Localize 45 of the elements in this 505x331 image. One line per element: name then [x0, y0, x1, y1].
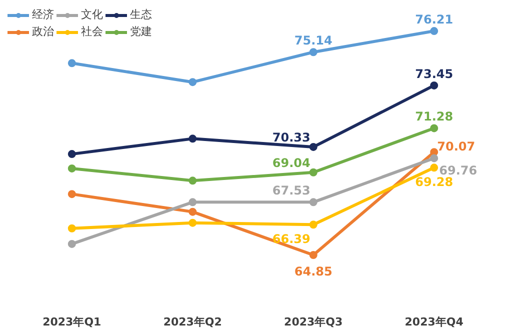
legend-label: 党建: [130, 24, 152, 39]
point: [309, 168, 318, 176]
legend-label: 经济: [32, 7, 54, 22]
point: [188, 218, 197, 227]
point: [68, 240, 76, 248]
x-tick-label: 2023年Q4: [404, 316, 464, 328]
data-label: 69.28: [415, 175, 454, 190]
x-tick-label: 2023年Q2: [163, 316, 222, 328]
legend-label: 生态: [130, 7, 152, 22]
point: [430, 27, 438, 36]
legend-label: 社会: [81, 24, 103, 39]
legend-label: 文化: [81, 7, 103, 22]
point: [309, 251, 318, 259]
point: [430, 81, 438, 90]
point: [188, 198, 197, 206]
x-tick-label: 2023年Q3: [284, 316, 343, 328]
x-tick-label: 2023年Q1: [42, 316, 102, 328]
point: [68, 164, 76, 172]
point: [309, 48, 318, 56]
data-label: 70.33: [272, 130, 310, 144]
point: [309, 198, 318, 206]
point: [68, 224, 76, 232]
data-label: 67.53: [272, 184, 310, 198]
point: [68, 59, 76, 68]
point: [430, 124, 438, 132]
data-label: 66.39: [272, 232, 310, 246]
data-label: 64.85: [294, 264, 332, 278]
data-label: 71.28: [415, 110, 454, 124]
data-label: 76.21: [415, 12, 454, 27]
data-label: 69.76: [439, 164, 478, 178]
point: [309, 142, 318, 151]
data-label: 75.14: [294, 34, 332, 48]
point: [68, 150, 76, 158]
legend-label: 政治: [32, 24, 54, 39]
data-label: 73.45: [415, 66, 454, 81]
point: [68, 190, 76, 198]
point: [309, 220, 318, 229]
point: [188, 176, 197, 185]
point: [430, 154, 438, 162]
point: [188, 78, 197, 86]
point: [188, 134, 197, 143]
point: [188, 208, 197, 216]
data-label: 70.07: [437, 140, 476, 154]
point: [430, 164, 438, 172]
data-label: 69.04: [272, 156, 310, 170]
